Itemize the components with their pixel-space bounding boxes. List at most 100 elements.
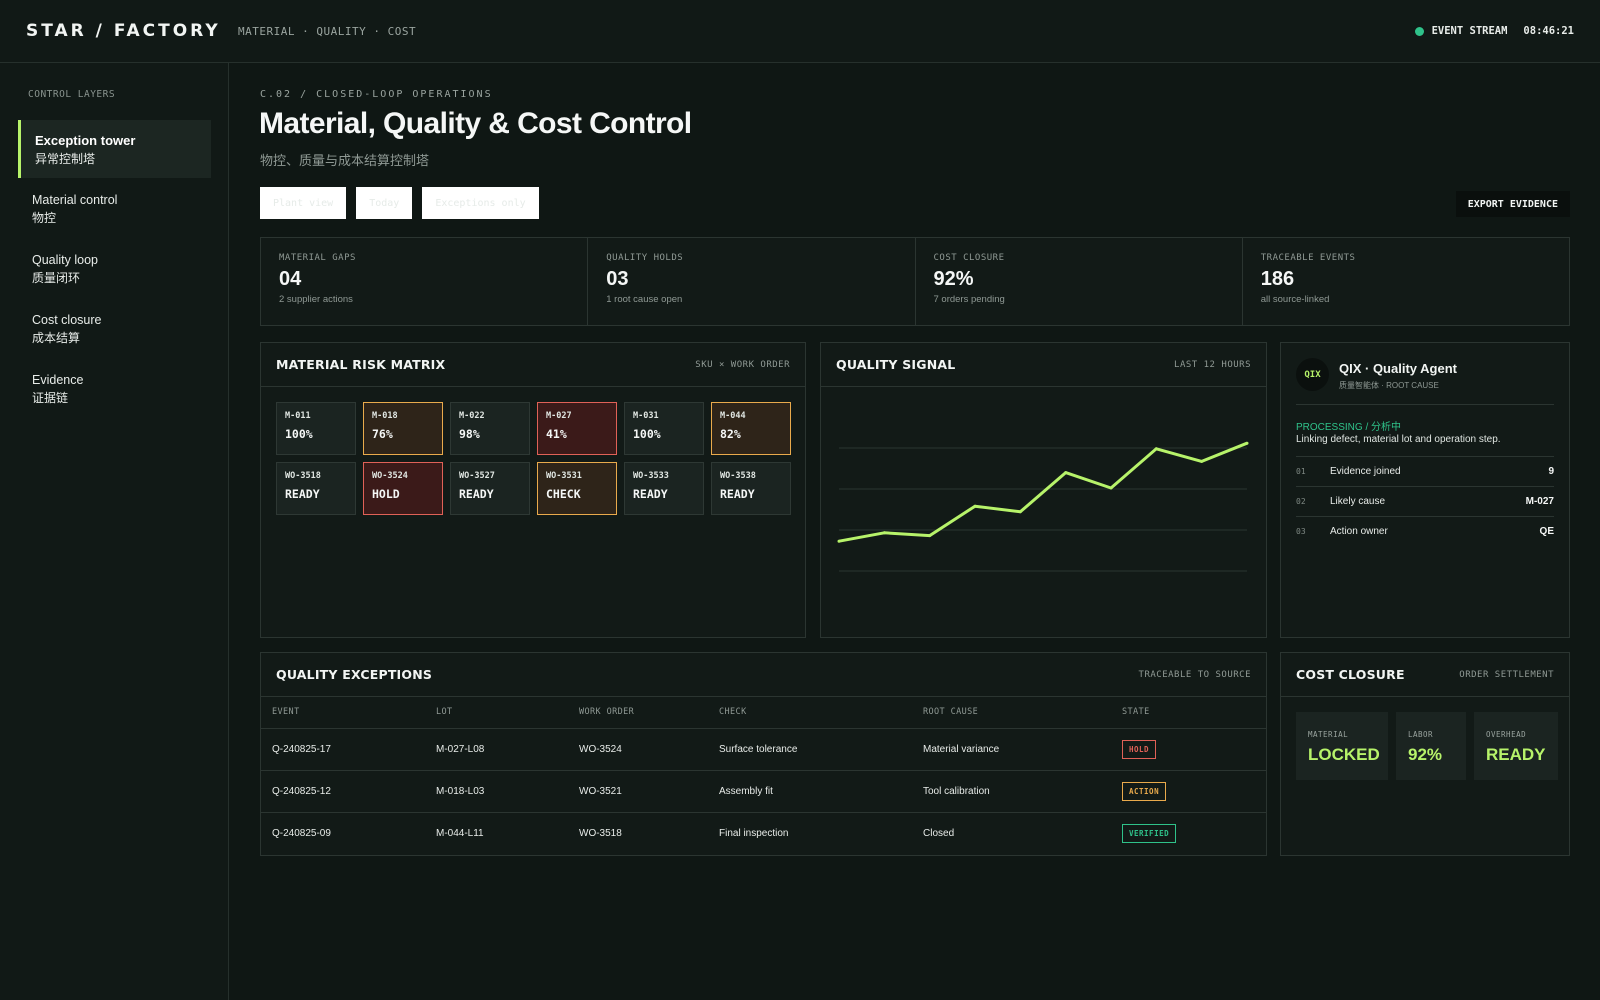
filter-exceptions-only-button[interactable]: Exceptions only bbox=[422, 187, 539, 219]
data-point[interactable] bbox=[1154, 447, 1158, 451]
cost-card-material[interactable]: MATERIAL LOCKED bbox=[1296, 712, 1388, 780]
status-badge: HOLD bbox=[1122, 739, 1157, 759]
kpi-material-gaps: MATERIAL GAPS 04 2 supplier actions bbox=[261, 238, 589, 325]
filter-plant-view-button[interactable]: Plant view bbox=[260, 187, 347, 219]
data-point[interactable] bbox=[928, 534, 932, 538]
top-nav[interactable]: MATERIAL · QUALITY · COST bbox=[238, 25, 417, 38]
cell-lot: M-044-L11 bbox=[436, 827, 484, 839]
risk-cell-wo-3524[interactable]: WO-3524 HOLD bbox=[363, 462, 443, 515]
risk-cell-m-031[interactable]: M-031 100% bbox=[624, 402, 704, 455]
risk-cell-m-027[interactable]: M-027 41% bbox=[537, 402, 617, 455]
risk-matrix-grid: M-011 100% M-018 76% M-022 98% M-027 41% M-031 10… bbox=[276, 402, 791, 515]
risk-cell-m-011[interactable]: M-011 100% bbox=[276, 402, 356, 455]
cost-card-value: 92% bbox=[1408, 745, 1443, 764]
sidebar-item-material-control[interactable]: Material control 物控 bbox=[18, 180, 211, 238]
data-point[interactable] bbox=[973, 504, 977, 508]
kpi-value: 186 bbox=[1260, 268, 1295, 290]
sidebar-item-exception-tower[interactable]: Exception tower 异常控制塔 bbox=[18, 120, 211, 178]
row-value: M-027 bbox=[1525, 496, 1554, 507]
data-point[interactable] bbox=[837, 539, 841, 543]
cell-state: VERIFIED bbox=[1111, 812, 1266, 854]
cell-event: Q-240825-09 bbox=[272, 827, 331, 839]
cell-check: Surface tolerance bbox=[708, 728, 912, 771]
cell-root-cause: Tool calibration bbox=[912, 770, 1111, 813]
data-point[interactable] bbox=[1109, 486, 1113, 490]
cell-lot: M-018-L03 bbox=[425, 770, 568, 813]
kpi-sub: all source-linked bbox=[1260, 294, 1330, 305]
data-point[interactable] bbox=[1064, 471, 1068, 475]
sidebar-item-evidence[interactable]: Evidence 证据链 bbox=[18, 360, 211, 418]
sidebar-item-label: Exception tower bbox=[35, 133, 136, 148]
risk-cell-wo-3538[interactable]: WO-3538 READY bbox=[711, 462, 791, 515]
risk-cell-wo-3531[interactable]: WO-3531 CHECK bbox=[537, 462, 617, 515]
sidebar-item-quality-loop[interactable]: Quality loop 质量闭环 bbox=[18, 240, 211, 298]
cost-card-overhead[interactable]: OVERHEAD READY bbox=[1474, 712, 1558, 780]
risk-cell-value: HOLD bbox=[372, 487, 400, 501]
kpi-label: QUALITY HOLDS bbox=[606, 253, 684, 263]
risk-cell-id: WO-3538 bbox=[720, 471, 756, 481]
cost-card-labor[interactable]: LABOR 92% bbox=[1396, 712, 1466, 780]
column-header-event[interactable]: EVENT bbox=[261, 697, 425, 729]
table-row[interactable]: Q-240825-17 M-027-L08 WO-3524 Surface to… bbox=[261, 728, 1266, 771]
risk-cell-m-022[interactable]: M-022 98% bbox=[450, 402, 530, 455]
row-value: 9 bbox=[1548, 466, 1554, 477]
risk-cell-m-018[interactable]: M-018 76% bbox=[363, 402, 443, 455]
agent-description: Linking defect, material lot and operati… bbox=[1296, 434, 1501, 445]
breadcrumb: C.02 / CLOSED-LOOP OPERATIONS bbox=[260, 89, 493, 100]
column-header-work-order[interactable]: WORK ORDER bbox=[568, 697, 708, 729]
risk-cell-value: 100% bbox=[633, 427, 661, 441]
kpi-quality-holds: QUALITY HOLDS 03 1 root cause open bbox=[588, 238, 916, 325]
kpi-value: 92% bbox=[933, 268, 974, 290]
column-header-state[interactable]: STATE bbox=[1111, 697, 1266, 729]
agent-avatar[interactable]: QIX bbox=[1296, 358, 1329, 391]
sidebar-item-cost-closure[interactable]: Cost closure 成本结算 bbox=[18, 300, 211, 358]
data-point[interactable] bbox=[882, 531, 886, 535]
cell-check: Final inspection bbox=[719, 827, 789, 839]
qix-agent-panel: QIX QIX · Quality Agent 质量智能体 · ROOT CAU… bbox=[1280, 342, 1570, 638]
panel-title: QUALITY SIGNAL bbox=[836, 357, 956, 372]
panel-header: MATERIAL RISK MATRIX SKU × WORK ORDER bbox=[261, 343, 805, 387]
series-line-0 bbox=[838, 441, 1248, 543]
kpi-cost-closure: COST CLOSURE 92% 7 orders pending bbox=[916, 238, 1243, 325]
risk-cell-id: WO-3533 bbox=[633, 471, 669, 481]
kpi-label: COST CLOSURE bbox=[933, 253, 1005, 263]
sidebar-item-label: Cost closure bbox=[32, 313, 102, 327]
risk-cell-wo-3518[interactable]: WO-3518 READY bbox=[276, 462, 356, 515]
cell-check: Assembly fit bbox=[708, 770, 912, 813]
risk-cell-id: M-022 bbox=[459, 411, 485, 421]
event-stream-indicator[interactable]: EVENT STREAM 08:46:21 bbox=[1414, 25, 1574, 37]
sidebar-item-label: Quality loop bbox=[32, 253, 99, 267]
filter-today-button[interactable]: Today bbox=[356, 187, 413, 219]
column-header-lot[interactable]: LOT bbox=[425, 697, 568, 729]
agent-row-likely-cause: 02 Likely cause M-027 bbox=[1296, 486, 1554, 516]
cell-root-cause: Closed bbox=[923, 827, 955, 839]
risk-cell-wo-3527[interactable]: WO-3527 READY bbox=[450, 462, 530, 515]
data-point[interactable] bbox=[1245, 441, 1249, 445]
panel-header: QUALITY SIGNAL LAST 12 HOURS bbox=[821, 343, 1266, 387]
data-point[interactable] bbox=[1200, 459, 1204, 463]
column-header-root-cause[interactable]: ROOT CAUSE bbox=[912, 697, 1111, 729]
sidebar-item-sublabel: 证据链 bbox=[32, 391, 69, 405]
exceptions-table: EVENT LOT WORK ORDER CHECK ROOT CAUSE ST… bbox=[261, 697, 1266, 854]
table-row[interactable]: Q-240825-09 M-044-L11 WO-3518 Final insp… bbox=[261, 812, 1266, 854]
kpi-sub: 7 orders pending bbox=[933, 294, 1005, 305]
cell-lot: M-027-L08 bbox=[425, 728, 568, 771]
panel-header: QUALITY EXCEPTIONS TRACEABLE TO SOURCE bbox=[261, 653, 1266, 697]
table-row[interactable]: Q-240825-12 M-018-L03 WO-3521 Assembly f… bbox=[261, 770, 1266, 813]
risk-cell-wo-3533[interactable]: WO-3533 READY bbox=[624, 462, 704, 515]
panel-header: COST CLOSURE ORDER SETTLEMENT bbox=[1281, 653, 1569, 697]
data-point[interactable] bbox=[1018, 510, 1022, 514]
quality-signal-chart bbox=[837, 441, 1249, 572]
row-label: Action owner bbox=[1330, 526, 1388, 537]
risk-cell-m-044[interactable]: M-044 82% bbox=[711, 402, 791, 455]
sidebar-item-label: Evidence bbox=[32, 373, 84, 387]
material-risk-matrix-panel: MATERIAL RISK MATRIX SKU × WORK ORDER M-… bbox=[260, 342, 806, 638]
column-header-check[interactable]: CHECK bbox=[708, 697, 912, 729]
agent-subtitle: 质量智能体 · ROOT CAUSE bbox=[1339, 381, 1439, 390]
kpi-value: 04 bbox=[279, 268, 302, 290]
export-evidence-button[interactable]: EXPORT EVIDENCE bbox=[1455, 191, 1570, 217]
sidebar-item-sublabel: 成本结算 bbox=[32, 331, 81, 345]
agent-status: PROCESSING / 分析中 bbox=[1296, 422, 1402, 433]
risk-cell-id: WO-3518 bbox=[285, 471, 321, 481]
cost-card-value: READY bbox=[1486, 745, 1546, 764]
